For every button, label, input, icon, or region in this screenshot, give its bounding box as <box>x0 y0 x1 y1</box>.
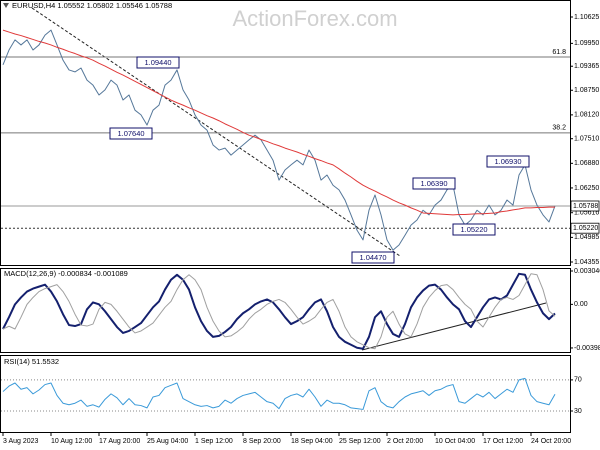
annotation: 1.05220 <box>460 225 487 234</box>
y-tick-label: 1.08120 <box>574 112 599 119</box>
annotation: 1.04470 <box>359 253 386 262</box>
y-tick-label: 1.06880 <box>574 160 599 167</box>
rsi-title: RSI(14) 51.5532 <box>4 357 59 366</box>
price-box-label: 1.05220 <box>573 225 598 232</box>
series-line <box>2 272 556 350</box>
y-tick-label: 0.00 <box>574 301 588 308</box>
price-frame <box>0 0 571 266</box>
y-tick-label: 1.04985 <box>574 234 599 241</box>
y-tick-label: 1.09950 <box>574 40 599 47</box>
y-tick-label: 1.10625 <box>574 14 599 21</box>
watermark: ActionForex.com <box>232 6 397 31</box>
y-tick-label: 1.05616 <box>574 210 599 217</box>
y-tick-label: 1.08750 <box>574 87 599 94</box>
y-tick-label: 30 <box>574 408 582 415</box>
x-tick-label: 25 Aug 04:00 <box>147 438 188 445</box>
x-tick-label: 2 Oct 20:00 <box>387 438 423 445</box>
macd-frame <box>0 268 571 353</box>
series-line <box>2 273 556 350</box>
annotation-box <box>136 56 180 69</box>
y-tick-label: 1.04355 <box>574 259 599 266</box>
x-tick-label: 1 Sep 12:00 <box>195 438 233 445</box>
annotation-box <box>412 177 456 190</box>
annotation: 1.06390 <box>420 179 447 188</box>
annotation-box <box>452 223 496 236</box>
y-tick-label: 0.003046 <box>574 268 600 275</box>
x-tick-label: 25 Sep 12:00 <box>339 438 381 445</box>
trend-line <box>31 7 401 257</box>
x-tick-label: 17 Oct 12:00 <box>483 438 523 445</box>
fib-label: 38.2 <box>552 125 566 132</box>
symbol-icon <box>3 3 9 8</box>
y-tick-label: 70 <box>574 377 582 384</box>
series-line <box>2 377 556 410</box>
x-tick-label: 18 Sep 04:00 <box>291 438 333 445</box>
rsi-frame <box>0 355 571 433</box>
y-tick-label: 1.06250 <box>574 185 599 192</box>
x-tick-label: 24 Oct 20:00 <box>531 438 571 445</box>
x-tick-label: 17 Aug 20:00 <box>99 438 140 445</box>
annotation-box <box>351 251 395 264</box>
annotation: 1.09440 <box>144 58 171 67</box>
series-line <box>2 29 555 216</box>
price-title: EURUSD,H4 1.05552 1.05802 1.05546 1.0578… <box>12 1 172 10</box>
y-tick-label: 1.07510 <box>574 136 599 143</box>
macd-title: MACD(12,26,9) -0.000834 -0.001089 <box>4 269 128 278</box>
macd-trend-line <box>361 302 547 351</box>
price-box <box>570 200 600 212</box>
price-box <box>570 222 600 234</box>
annotation-box <box>109 127 153 140</box>
annotation: 1.06930 <box>494 157 521 166</box>
series-line <box>2 29 556 251</box>
x-tick-label: 3 Aug 2023 <box>3 438 39 445</box>
y-tick-label: -0.003981 <box>574 345 600 352</box>
price-box-label: 1.05788 <box>573 203 598 210</box>
annotation: 1.07640 <box>117 129 144 138</box>
x-tick-label: 10 Oct 04:00 <box>435 438 475 445</box>
x-tick-label: 10 Aug 12:00 <box>51 438 92 445</box>
fib-label: 61.8 <box>552 49 566 56</box>
x-tick-label: 8 Sep 20:00 <box>243 438 281 445</box>
y-tick-label: 1.09365 <box>574 63 599 70</box>
annotation-box <box>486 155 530 168</box>
